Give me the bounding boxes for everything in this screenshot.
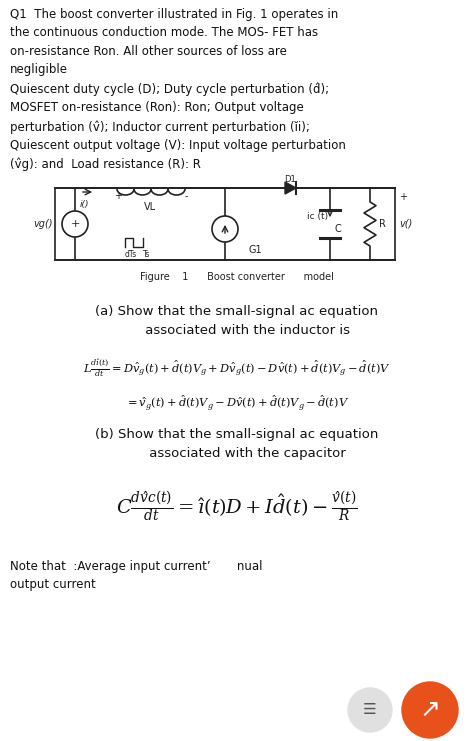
Text: $C\frac{d\hat{v}c(t)}{dt} = \hat{\imath}(t)D + I\hat{d}(t) - \frac{\hat{v}(t)}{R: $C\frac{d\hat{v}c(t)}{dt} = \hat{\imath}… (116, 490, 358, 524)
Bar (55, 188, 395, 260)
Text: Note that  :Average input current’       nual
output current: Note that :Average input current’ nual o… (10, 560, 263, 591)
Text: +: + (399, 192, 407, 202)
Text: +: + (114, 191, 122, 201)
Text: +: + (70, 219, 80, 229)
Text: i(): i() (80, 200, 90, 209)
Circle shape (62, 211, 88, 237)
Text: D1: D1 (284, 175, 296, 184)
Text: $= \hat{v}_g(t) + \hat{d}(t)V_g - D\hat{v}(t) + \hat{d}(t)V_g - \hat{d}(t)V$: $= \hat{v}_g(t) + \hat{d}(t)V_g - D\hat{… (125, 393, 349, 413)
Text: dTs: dTs (125, 250, 137, 259)
Text: ic (t): ic (t) (307, 211, 328, 221)
Circle shape (212, 216, 238, 242)
Text: Ts: Ts (143, 250, 150, 259)
Circle shape (402, 682, 458, 738)
Text: ↗: ↗ (419, 698, 440, 722)
Text: vg(): vg() (34, 219, 53, 229)
Text: C: C (335, 224, 342, 234)
Polygon shape (285, 182, 296, 194)
Text: VL: VL (144, 202, 156, 212)
Text: (a) Show that the small-signal ac equation
     associated with the inductor is: (a) Show that the small-signal ac equati… (95, 305, 379, 336)
Text: Q1  The boost converter illustrated in Fig. 1 operates in
the continuous conduct: Q1 The boost converter illustrated in Fi… (10, 8, 346, 171)
Text: ☰: ☰ (363, 702, 377, 717)
Text: R: R (379, 219, 386, 229)
Text: v(): v() (399, 219, 412, 229)
Text: (b) Show that the small-signal ac equation
     associated with the capacitor: (b) Show that the small-signal ac equati… (95, 428, 379, 459)
Circle shape (348, 688, 392, 732)
Text: Figure    1      Boost converter      model: Figure 1 Boost converter model (140, 272, 334, 282)
Text: G1: G1 (248, 245, 262, 255)
Text: $L\frac{d\hat{\imath}(t)}{dt} = D\hat{v}_g(t) + \hat{d}(t)V_g + D\hat{v}_g(t) - : $L\frac{d\hat{\imath}(t)}{dt} = D\hat{v}… (83, 358, 391, 379)
Text: -: - (184, 191, 188, 201)
